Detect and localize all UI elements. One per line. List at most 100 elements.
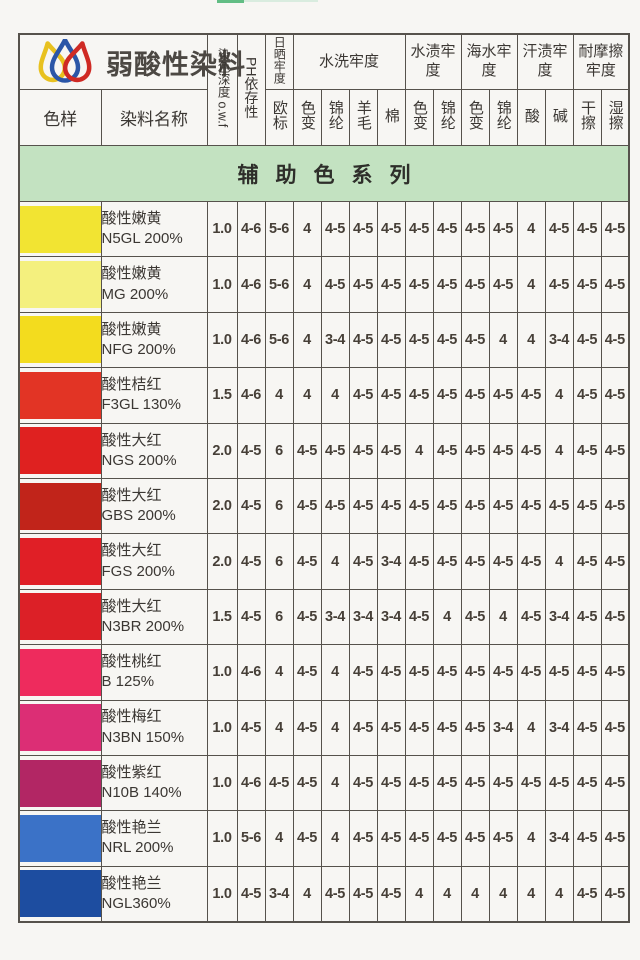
rating-value: 4 — [320, 699, 350, 756]
rating-value: 4 — [292, 865, 322, 923]
color-swatch-cell — [18, 533, 102, 590]
rating-value: 4-5 — [376, 699, 406, 756]
rating-value: 4-5 — [432, 422, 462, 479]
dye-code: N3BR 200% — [101, 617, 185, 635]
group-header-wash-fastness: 水洗牢度 — [292, 33, 406, 90]
rating-value: 1.0 — [206, 644, 238, 701]
rating-value: 4-5 — [292, 477, 322, 535]
table-row: 酸性梅红 N3BN 150% 1.0 4-5 4 4-5 4 4-5 4-5 4-5 4-5 4-5 3… — [18, 699, 630, 756]
color-swatch-cell — [18, 644, 102, 701]
rating-value: 4-5 — [460, 699, 490, 756]
dye-code: N3BN 150% — [101, 728, 185, 746]
dye-name-cn: 酸性嫩黄 — [101, 265, 162, 283]
dye-fastness-table: 弱酸性染料 染色深度 o.w.f PH依存性 日晒牢度 水洗牢度 水渍牢度 海水… — [18, 33, 631, 924]
table-row: 酸性嫩黄 MG 200% 1.0 4-6 5-6 4 4-5 4-5 4-5 4-5 4-5 4-5 4… — [18, 256, 630, 313]
sub-header-seawater-color-change: 色变 — [460, 89, 490, 146]
table-row: 酸性大红 NGS 200% 2.0 4-5 6 4-5 4-5 4-5 4-5 4 4-5 4-5 4-… — [18, 422, 630, 479]
rating-value: 4 — [292, 200, 322, 258]
col-header-ph-dependence: PH依存性 — [236, 33, 266, 146]
table-row: 酸性嫩黄 NFG 200% 1.0 4-6 5-6 4 3-4 4-5 4-5 4-5 4-5 4-5… — [18, 311, 630, 369]
table-row: 酸性艳兰 NRL 200% 1.0 5-6 4 4-5 4 4-5 4-5 4-5 4-5 4-5 4-… — [18, 810, 630, 867]
table-row: 酸性大红 FGS 200% 2.0 4-5 6 4-5 4 4-5 3-4 4-5 4-5 4-5 4-… — [18, 533, 630, 590]
sub-header-perspiration-alkali: 碱 — [544, 89, 574, 146]
rating-value: 4-5 — [488, 754, 518, 812]
rating-value: 4-5 — [572, 533, 602, 590]
rating-value: 5-6 — [264, 200, 294, 258]
rating-value: 4-5 — [460, 588, 490, 646]
rating-value: 4-5 — [348, 477, 378, 535]
rating-value: 4 — [292, 256, 322, 313]
dye-name-cn: 酸性桔红 — [101, 376, 162, 394]
rating-value: 4-5 — [572, 367, 602, 424]
group-header-light-fastness: 日晒牢度 — [264, 33, 294, 90]
dye-name-cell: 酸性嫩黄 NFG 200% — [100, 311, 208, 369]
rating-value: 4-5 — [264, 754, 294, 812]
rating-value: 4-5 — [376, 367, 406, 424]
rating-value: 4 — [264, 699, 294, 756]
rating-value: 1.0 — [206, 256, 238, 313]
rating-value: 4 — [264, 367, 294, 424]
rating-value: 4-5 — [572, 588, 602, 646]
fabric-color-swatch — [20, 427, 101, 475]
rating-value: 4-5 — [432, 477, 462, 535]
rating-value: 4-5 — [600, 533, 630, 590]
rating-value: 4-5 — [236, 865, 266, 923]
rating-value: 4-5 — [292, 754, 322, 812]
dye-name-cell: 酸性艳兰 NRL 200% — [100, 810, 208, 867]
rating-value: 4-5 — [432, 754, 462, 812]
dye-name-cn: 酸性桃红 — [101, 653, 162, 671]
rating-value: 4-5 — [292, 699, 322, 756]
three-drops-logo-icon — [34, 37, 96, 85]
series-banner-row: 辅助色系列 — [18, 145, 630, 202]
table-row: 酸性大红 N3BR 200% 1.5 4-5 6 4-5 3-4 3-4 3-4 4-5 4 4-5 4… — [18, 588, 630, 646]
rating-value: 4 — [516, 311, 546, 369]
fabric-color-swatch — [20, 261, 101, 309]
rating-value: 4-5 — [488, 810, 518, 867]
rating-value: 4-5 — [488, 200, 518, 258]
dye-name-cn: 酸性艳兰 — [101, 874, 162, 892]
rating-value: 4-5 — [460, 200, 490, 258]
sub-header-wash-cotton: 棉 — [376, 89, 406, 146]
rating-value: 4-5 — [236, 699, 266, 756]
table-row: 酸性桃红 B 125% 1.0 4-6 4 4-5 4 4-5 4-5 4-5 4-5 4-5 4-5 4… — [18, 644, 630, 701]
rating-value: 4-5 — [572, 311, 602, 369]
rating-value: 2.0 — [206, 422, 238, 479]
rating-value: 4 — [544, 367, 574, 424]
rating-value: 4-5 — [236, 533, 266, 590]
rating-value: 2.0 — [206, 533, 238, 590]
rating-value: 4-5 — [600, 865, 630, 923]
rating-value: 4 — [404, 422, 434, 479]
rating-value: 4-5 — [460, 533, 490, 590]
dye-name-cn: 酸性大红 — [101, 542, 162, 560]
rating-value: 4-5 — [292, 588, 322, 646]
rating-value: 3-4 — [544, 699, 574, 756]
sub-header-wet-rub: 湿擦 — [600, 89, 630, 146]
rating-value: 4-5 — [376, 644, 406, 701]
rating-value: 4-5 — [516, 644, 546, 701]
rating-value: 4-5 — [600, 699, 630, 756]
rating-value: 5-6 — [264, 256, 294, 313]
rating-value: 4-5 — [236, 588, 266, 646]
rating-value: 4-5 — [460, 367, 490, 424]
rating-value: 4-5 — [348, 644, 378, 701]
brand-cell: 弱酸性染料 — [18, 33, 245, 90]
rating-value: 4 — [320, 367, 350, 424]
rating-value: 4-5 — [404, 200, 434, 258]
color-swatch-cell — [18, 865, 102, 923]
rating-value: 4-5 — [600, 810, 630, 867]
rating-value: 4-5 — [544, 477, 574, 535]
rating-value: 4-5 — [460, 810, 490, 867]
rating-value: 4-5 — [404, 644, 434, 701]
color-swatch-cell — [18, 200, 102, 258]
rating-value: 4 — [516, 699, 546, 756]
rating-value: 4-5 — [516, 477, 546, 535]
rating-value: 4-5 — [348, 256, 378, 313]
dye-code: NFG 200% — [101, 340, 176, 358]
rating-value: 4-5 — [516, 422, 546, 479]
group-header-rubbing-fastness: 耐摩擦牢度 — [572, 33, 630, 90]
rating-value: 3-4 — [544, 588, 574, 646]
rating-value: 4 — [544, 865, 574, 923]
col-header-dye-name: 染料名称 — [100, 89, 208, 146]
rating-value: 4-5 — [320, 200, 350, 258]
table-row: 酸性桔红 F3GL 130% 1.5 4-6 4 4 4 4-5 4-5 4-5 4-5 4-5 4-5… — [18, 367, 630, 424]
